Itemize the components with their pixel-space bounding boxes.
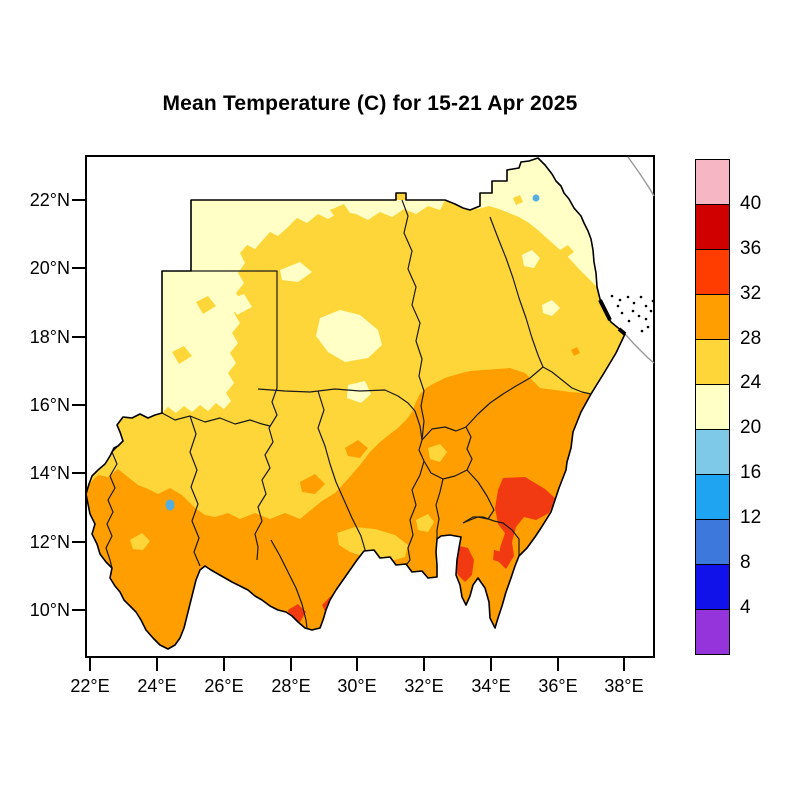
colorbar [695,159,730,655]
lat-tick-mark [72,541,85,543]
lon-tick-mark [490,658,492,671]
lon-tick-mark [156,658,158,671]
colorbar-tick-label: 20 [740,417,762,438]
lon-axis-label: 38°E [604,676,644,696]
colorbar-cell-4-8 [696,565,729,610]
lon-tick-mark [89,658,91,671]
colorbar-tick-label: 8 [740,552,751,573]
lon-tick-mark [290,658,292,671]
lat-tick-mark [72,404,85,406]
lat-axis-label: 14°N [29,463,70,483]
colorbar-cell-28-32 [696,295,729,340]
colorbar-cell-below-4 [696,610,729,654]
state-borders [105,199,592,629]
lon-axis-label: 26°E [204,676,244,696]
lat-tick-mark [72,199,85,201]
lat-axis-label: 20°N [29,258,70,278]
colorbar-tick-label: 4 [740,597,751,618]
lon-tick-mark [356,658,358,671]
lat-axis-label: 16°N [29,395,70,415]
gold-pockets-south [130,444,447,562]
colorbar-tick-label: 40 [740,193,762,214]
colorbar-cell-12-16 [696,475,729,520]
colorbar-cell-36-40 [696,205,729,250]
colorbar-tick-label: 12 [740,507,762,528]
country-border [85,157,626,650]
colorbar-tick-label: 36 [740,238,762,259]
coastal-islands [598,294,655,336]
lat-tick-mark [72,609,85,611]
temperature-map-svg [85,155,655,658]
colorbar-tick-label: 16 [740,462,762,483]
map-panel [85,155,655,658]
lat-tick-mark [72,267,85,269]
lat-tick-mark [72,472,85,474]
colorbar-tick-label: 24 [740,372,762,393]
lat-axis-label: 10°N [29,600,70,620]
lat-axis-label: 22°N [29,190,70,210]
colorbar-cell-24-28 [696,340,729,385]
lon-axis-label: 36°E [538,676,578,696]
colorbar-cell-16-20 [696,430,729,475]
lake-northeast [532,194,540,202]
lake-water [165,194,540,511]
lon-tick-mark [223,658,225,671]
lon-axis-label: 24°E [137,676,177,696]
colorbar-cell-8-12 [696,520,729,565]
colorbar-cell-20-24 [696,385,729,430]
outside-coastline [624,156,655,364]
lake-deriba [165,499,175,511]
lon-tick-mark [557,658,559,671]
lon-axis-label: 32°E [404,676,444,696]
lon-axis-label: 34°E [471,676,511,696]
colorbar-cell-32-36 [696,250,729,295]
lon-tick-mark [423,658,425,671]
lat-axis-label: 12°N [29,532,70,552]
lon-axis-label: 22°E [70,676,110,696]
lon-axis-label: 30°E [337,676,377,696]
lat-tick-mark [72,336,85,338]
lon-axis-label: 28°E [271,676,311,696]
colorbar-cell-above-40 [696,160,729,205]
lat-axis-label: 18°N [29,327,70,347]
colorbar-tick-label: 32 [740,283,762,304]
colorbar-tick-label: 28 [740,328,762,349]
page-title: Mean Temperature (C) for 15-21 Apr 2025 [162,92,578,115]
lon-tick-mark [623,658,625,671]
